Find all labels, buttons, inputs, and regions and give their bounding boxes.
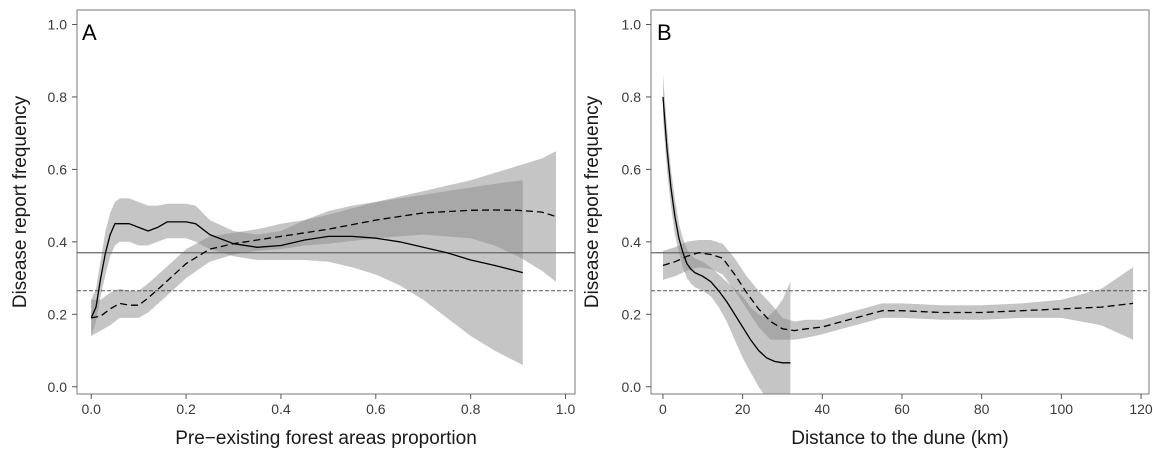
y-tick-label: 0.8 [622, 89, 642, 105]
x-tick-label: 40 [815, 401, 831, 417]
x-axis-title: Pre−existing forest areas proportion [175, 428, 477, 449]
y-tick-label: 0.2 [48, 306, 68, 322]
y-tick-label: 1.0 [622, 16, 642, 32]
x-axis-title: Distance to the dune (km) [791, 428, 1009, 449]
series-line-solid [662, 96, 791, 364]
panel-label: A [82, 20, 97, 45]
x-tick-label: 20 [735, 401, 751, 417]
y-tick-label: 0.6 [48, 161, 68, 177]
y-tick-label: 0.6 [622, 161, 642, 177]
x-tick-label: 0.6 [366, 401, 386, 417]
series-line-solid [90, 221, 523, 319]
x-tick-label: 0.8 [461, 401, 481, 417]
x-tick-label: 0 [659, 401, 667, 417]
panel-b: 0 20 40 60 80 100 120 0.0 0.2 0.4 0.6 0.8 1.0 Distanc… [582, 9, 1153, 449]
y-tick-label: 0.4 [48, 234, 68, 250]
y-axis-title: Disease report frequency [582, 95, 603, 308]
x-tick-label: 120 [1129, 401, 1153, 417]
plot-frame [650, 9, 1150, 395]
series-line-dashed [662, 252, 1134, 332]
confidence-band-dashed [663, 240, 1134, 340]
y-tick-label: 0.4 [622, 234, 642, 250]
series-line-dashed [91, 209, 557, 319]
y-axis-title: Disease report frequency [10, 95, 31, 308]
confidence-band-dashed [91, 151, 556, 336]
y-tick-label: 0.2 [622, 306, 642, 322]
y-tick-label: 1.0 [48, 16, 68, 32]
x-tick-label: 100 [1050, 401, 1074, 417]
panel-a: 0.0 0.2 0.4 0.6 0.8 1.0 0.0 0.2 0.4 0.6 0.8 1.0 Pre−… [10, 9, 576, 449]
x-tick-label: 80 [974, 401, 990, 417]
y-tick-label: 0.8 [48, 89, 68, 105]
plot-area [77, 151, 575, 365]
x-tick-label: 0.2 [176, 401, 196, 417]
x-tick-label: 0.4 [271, 401, 291, 417]
y-tick-label: 0.0 [622, 379, 642, 395]
confidence-band-solid [663, 75, 791, 394]
x-tick-label: 1.0 [556, 401, 576, 417]
plot-area [651, 75, 1149, 394]
x-tick-label: 0.0 [81, 401, 101, 417]
plot-frame [76, 9, 576, 395]
panel-label: B [657, 20, 672, 45]
x-tick-label: 60 [894, 401, 910, 417]
y-tick-label: 0.0 [48, 379, 68, 395]
